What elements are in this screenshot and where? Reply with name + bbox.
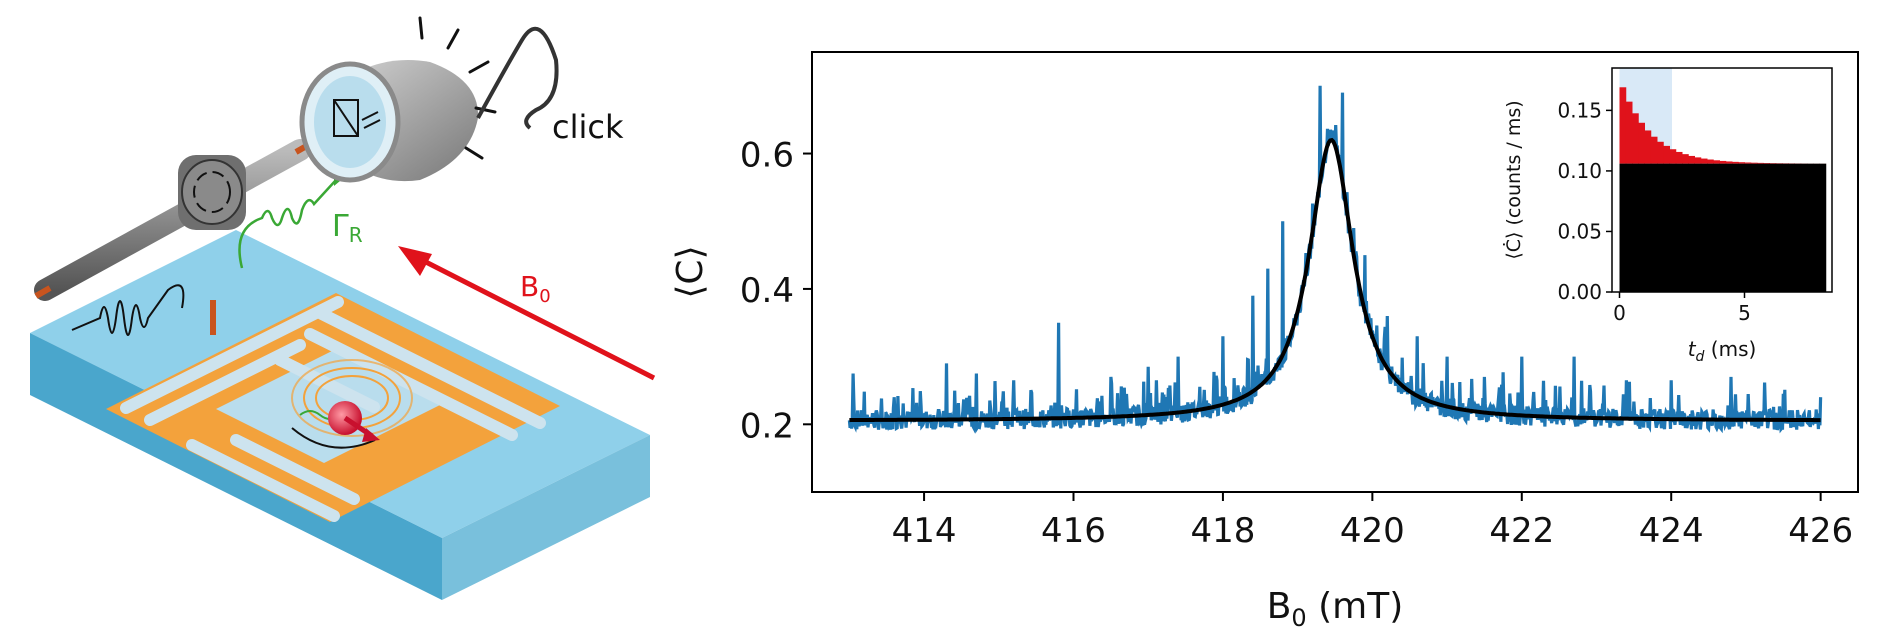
inset-bar-excess: [1688, 155, 1695, 164]
inset-bar-background: [1719, 163, 1727, 292]
click-label: click: [552, 108, 624, 146]
inset-bar-background: [1663, 163, 1670, 292]
inset-bar-excess: [1657, 141, 1664, 164]
inset-bar-excess: [1719, 160, 1727, 164]
inset-bar-excess: [1700, 158, 1708, 164]
field-arrow-icon: [398, 246, 656, 381]
inset-bar-background: [1713, 163, 1720, 292]
inset-x-axis-label: td (ms): [1688, 337, 1757, 365]
inset-bar-excess: [1644, 130, 1652, 164]
inset-bar-excess: [1675, 151, 1683, 164]
inset-x-label-main: t: [1688, 337, 1697, 361]
x-tick-label: 420: [1340, 511, 1405, 551]
inset-bar-background: [1775, 163, 1783, 292]
inset-bar-background: [1700, 163, 1708, 292]
inset-frame: [1611, 67, 1833, 293]
inset-bar-background: [1807, 163, 1814, 292]
inset-bar-background: [1744, 163, 1752, 292]
inset-bar-excess: [1619, 87, 1627, 164]
inset-bar-excess: [1632, 113, 1639, 164]
inset-bar-excess: [1738, 162, 1745, 164]
inset-x-tick-label: 0: [1613, 301, 1626, 325]
inset-bar-excess: [1763, 163, 1770, 164]
gamma-r-label: ΓR: [332, 209, 363, 247]
inset-bar-background: [1763, 163, 1770, 292]
inset-bar-excess: [1682, 154, 1689, 164]
spin-icon: [291, 359, 413, 449]
fit-curve: [849, 137, 1821, 423]
coax-line-icon: [34, 139, 312, 335]
inset-x-label-sub: d: [1696, 349, 1705, 365]
x-tick-label: 416: [1041, 511, 1106, 551]
inset-bar-excess: [1663, 145, 1670, 164]
x-axis-label-unit: (mT): [1307, 586, 1404, 627]
inset-bar-background: [1794, 163, 1802, 292]
inset-bar-excess: [1650, 136, 1658, 164]
inset-bar-background: [1632, 163, 1639, 292]
inset-bar-background: [1738, 163, 1745, 292]
inset-bar-background: [1819, 163, 1827, 292]
x-tick-label: 414: [892, 511, 957, 551]
inset-y-axis-label: ⟨Ċ⟩ (counts / ms): [1502, 100, 1525, 259]
plot-frame: [811, 51, 1859, 493]
inset-bar-background: [1750, 163, 1758, 292]
inset-bar-excess: [1625, 101, 1633, 164]
inset-bar-excess: [1769, 163, 1777, 164]
inset-bar-background: [1782, 163, 1789, 292]
inset-y-tick-label: 0.00: [1557, 280, 1602, 304]
inset-y-tick-label: 0.10: [1557, 159, 1602, 183]
x-tick-label: 422: [1489, 511, 1554, 551]
inset-x-tick-label: 5: [1738, 301, 1751, 325]
detector-icon: [299, 16, 559, 183]
inset-bar-excess: [1707, 159, 1714, 164]
inset-bar-background: [1644, 163, 1652, 292]
inset-bar-background: [1638, 163, 1645, 292]
inset-x-label-unit: (ms): [1704, 337, 1756, 361]
x-tick-label: 426: [1788, 511, 1853, 551]
x-tick-label: 424: [1639, 511, 1704, 551]
inset-bar-background: [1788, 163, 1795, 292]
inset-bar-excess: [1744, 162, 1752, 164]
field-label: B0: [520, 270, 551, 307]
inset-bar-background: [1757, 163, 1764, 292]
inset-bar-background: [1682, 163, 1689, 292]
microwave-pulse-icon: [71, 284, 185, 336]
inset-bar-background: [1650, 163, 1658, 292]
inset-bar-background: [1675, 163, 1683, 292]
inset-bar-background: [1813, 163, 1820, 292]
inset-bar-background: [1669, 163, 1677, 292]
inset-bar-background: [1725, 163, 1733, 292]
inset-bar-excess: [1638, 122, 1645, 164]
inset-bar-excess: [1713, 160, 1720, 164]
inset-bar-background: [1732, 163, 1739, 292]
inset-bar-excess: [1694, 157, 1702, 164]
inset-y-tick-label: 0.15: [1557, 98, 1602, 122]
inset-bar-background: [1800, 163, 1808, 292]
x-axis-label: B0 (mT): [1267, 586, 1404, 632]
inset-bar-background: [1688, 163, 1695, 292]
experiment-schematic: ΓR click B0: [30, 16, 656, 600]
y-axis-label: ⟨C⟩: [670, 245, 711, 298]
inset-bar-background: [1619, 163, 1627, 292]
inset-bar-excess: [1732, 161, 1739, 164]
inset-bar-background: [1769, 163, 1777, 292]
inset-bar-background: [1657, 163, 1664, 292]
y-tick-label: 0.2: [740, 406, 794, 446]
y-tick-label: 0.6: [740, 136, 794, 176]
inset-bar-background: [1625, 163, 1633, 292]
x-axis-label-main: B: [1267, 586, 1292, 627]
inset-bar-background: [1707, 163, 1714, 292]
inset-bar-excess: [1757, 162, 1764, 164]
inset-bar-excess: [1669, 149, 1677, 164]
inset-bar-excess: [1725, 161, 1733, 164]
x-axis-label-sub: 0: [1291, 604, 1306, 632]
inset-bar-background: [1694, 163, 1702, 292]
circulator-icon: [178, 155, 246, 230]
x-tick-label: 418: [1190, 511, 1255, 551]
y-tick-label: 0.4: [740, 271, 794, 311]
inset-y-tick-label: 0.05: [1557, 219, 1602, 243]
inset-bar-excess: [1750, 162, 1758, 164]
